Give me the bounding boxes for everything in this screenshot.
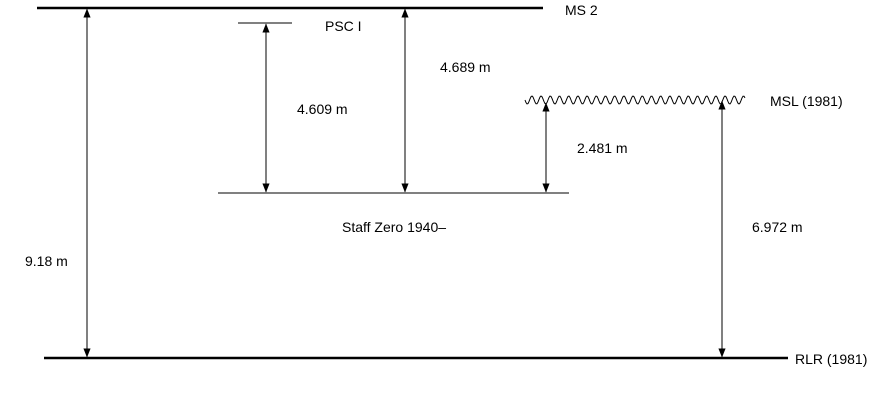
psc-label: PSC I (325, 18, 362, 34)
staff-zero-label: Staff Zero 1940– (342, 219, 446, 235)
psc-to-staff-zero-value: 4.609 m (297, 101, 348, 117)
msl-to-staff-zero-value: 2.481 m (577, 140, 628, 156)
msl-to-rlr-value: 6.972 m (752, 219, 803, 235)
msl-label: MSL (1981) (770, 93, 843, 109)
msl-level-wave (524, 95, 746, 105)
rlr-label: RLR (1981) (795, 351, 867, 367)
ms2-label: MS 2 (565, 2, 598, 18)
ms2-to-staff-zero-value: 4.689 m (440, 59, 491, 75)
ms2-to-rlr-value: 9.18 m (25, 253, 68, 269)
